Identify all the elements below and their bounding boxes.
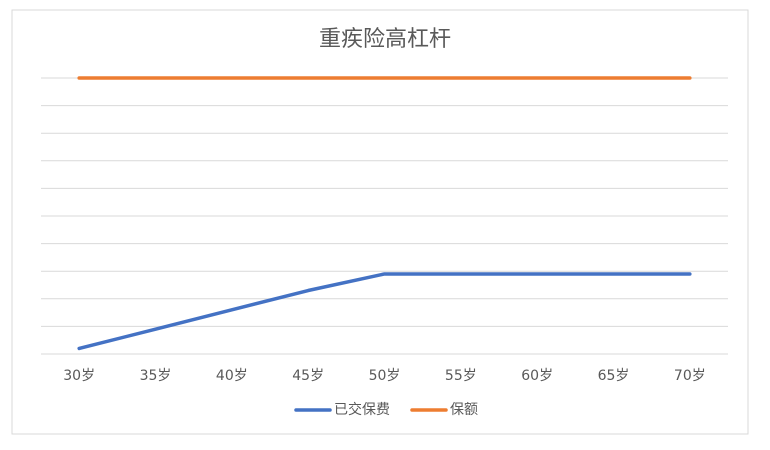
x-tick-label: 70岁	[674, 368, 706, 384]
legend-label: 已交保费	[334, 401, 390, 418]
series-line	[77, 272, 692, 351]
x-tick-label: 50岁	[369, 368, 401, 384]
x-tick-label: 65岁	[598, 368, 630, 384]
x-tick-label: 40岁	[216, 368, 248, 384]
chart-frame	[11, 9, 749, 435]
chart-title: 重疾险高杠杆	[319, 27, 451, 52]
x-tick-label: 55岁	[445, 368, 477, 384]
x-tick-label: 35岁	[140, 368, 172, 384]
x-tick-label: 45岁	[292, 368, 324, 384]
legend-label: 保额	[450, 402, 478, 418]
x-tick-label: 30岁	[63, 368, 95, 384]
x-tick-label: 60岁	[521, 368, 553, 384]
